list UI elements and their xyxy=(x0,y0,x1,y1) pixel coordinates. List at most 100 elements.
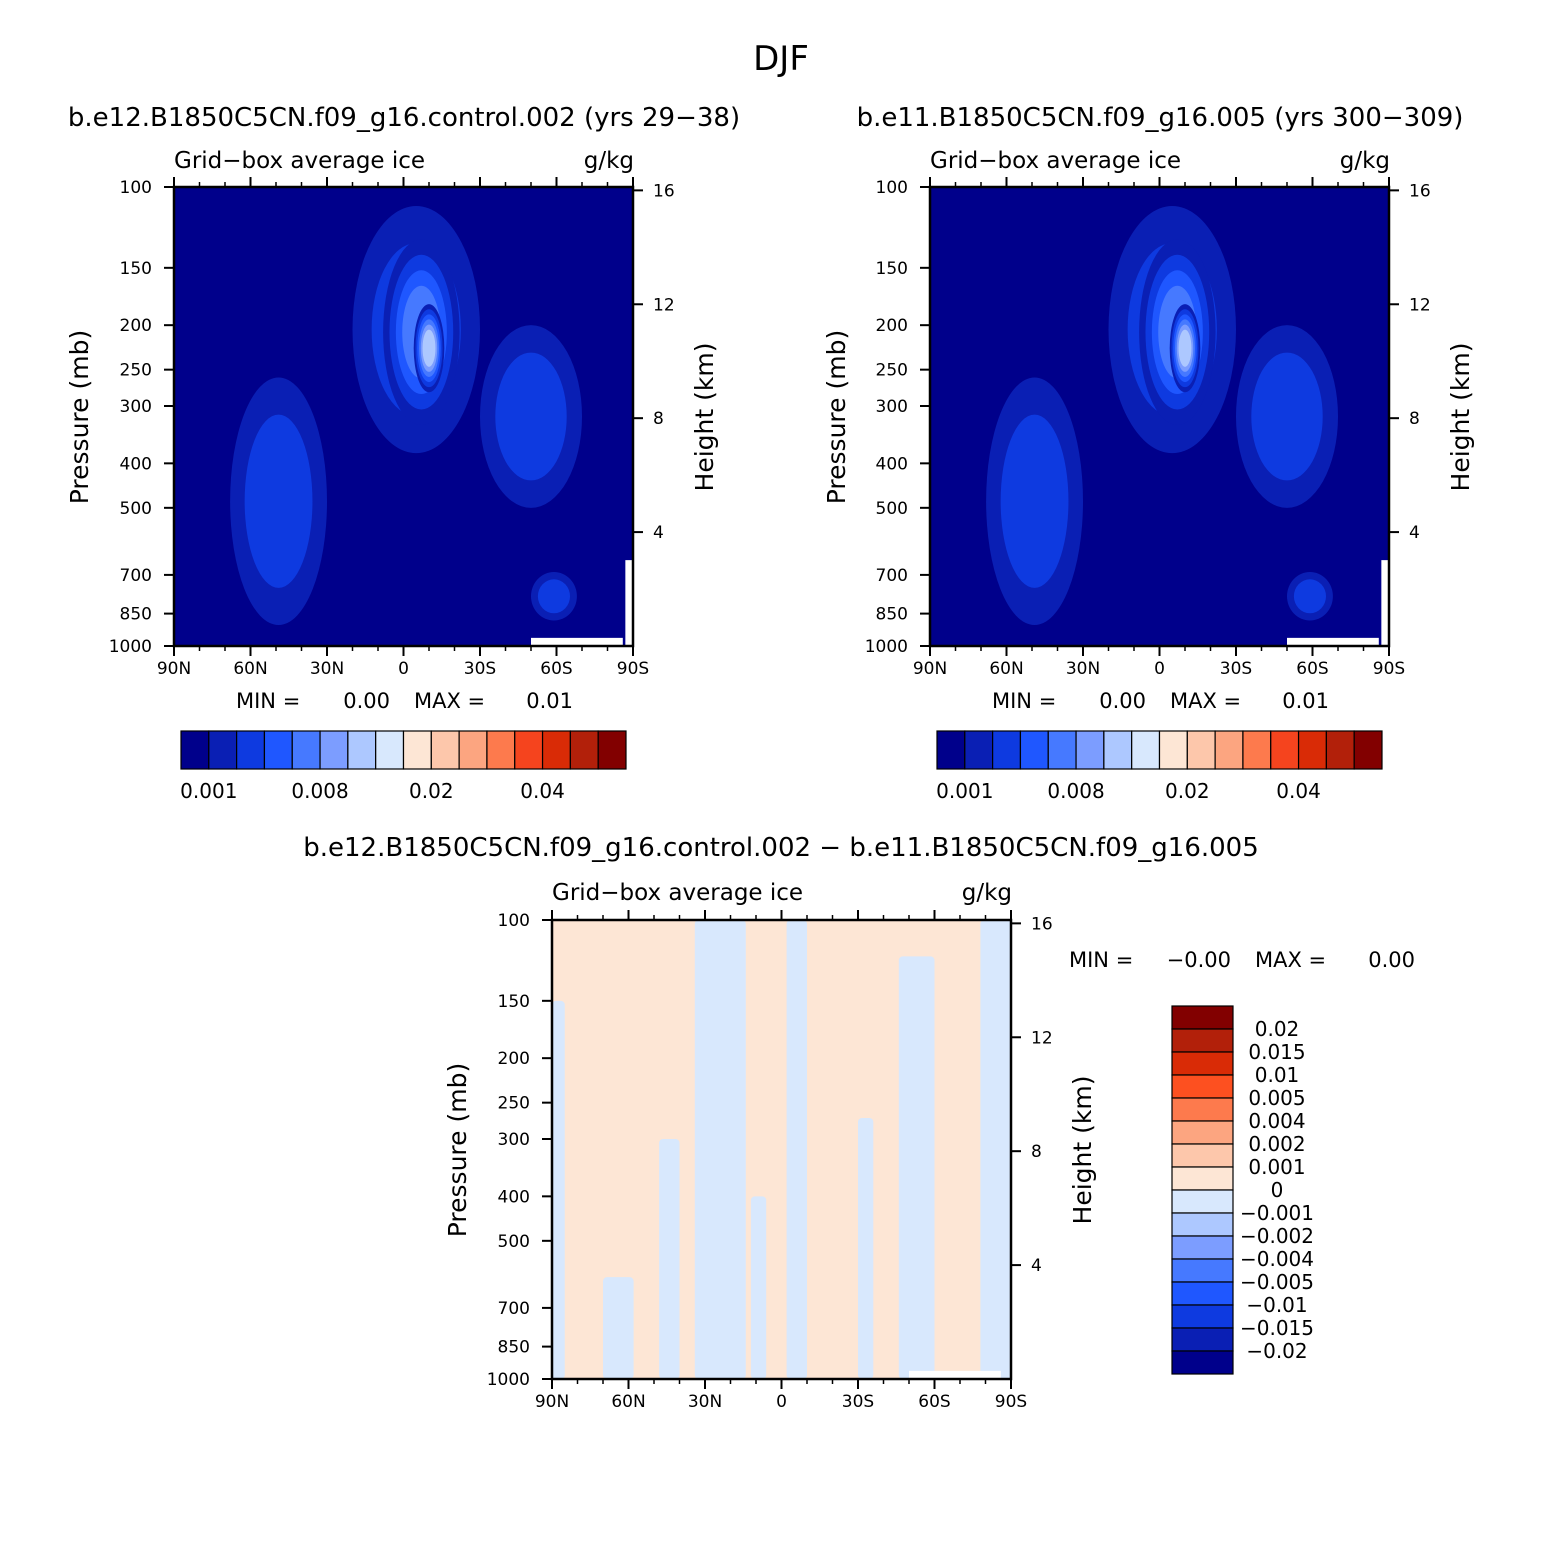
panel-3-negative-band xyxy=(898,956,935,1379)
panel-3-colorbar-label: −0.005 xyxy=(1240,1270,1314,1294)
panel-1-colorbar-box xyxy=(375,730,405,770)
panel-1-contour-level xyxy=(495,352,567,481)
panel-1-colorbar-box xyxy=(208,730,238,770)
panel-3-run-title: b.e12.B1850C5CN.f09_g16.control.002 − b.… xyxy=(303,833,1259,863)
panel-3-max-value: 0.00 xyxy=(1368,948,1415,972)
panel-1-ytick-label: 250 xyxy=(120,361,152,381)
panel-2: b.e11.B1850C5CN.f09_g16.005 (yrs 300−309… xyxy=(822,103,1475,803)
panel-3-units: g/kg xyxy=(962,880,1012,906)
panel-1-colorbar-box xyxy=(430,730,460,770)
panel-3-ytick-label: 100 xyxy=(498,911,530,931)
panel-1-colorbar-box xyxy=(319,730,349,770)
panel-2-ytick-right-label: 8 xyxy=(1409,409,1420,429)
panel-3-colorbar-label: 0 xyxy=(1271,1178,1284,1202)
panel-3-colorbar-box xyxy=(1171,1304,1234,1329)
panel-2-ytick-right-label: 16 xyxy=(1409,181,1431,201)
panel-3-colorbar-label: 0.002 xyxy=(1248,1132,1305,1156)
panel-1-max-value: 0.01 xyxy=(526,689,573,713)
panel-2-min-label: MIN = xyxy=(992,689,1056,713)
panel-1-xtick-label: 90N xyxy=(157,659,191,679)
panel-2-colorbar-box xyxy=(1242,730,1272,770)
panel-3-xtick-label: 60S xyxy=(918,1392,950,1412)
panel-3-colorbar-box xyxy=(1171,1327,1234,1352)
panel-3-colorbar-label: 0.005 xyxy=(1248,1086,1305,1110)
panel-1-colorbar-label: 0.001 xyxy=(180,779,237,803)
panel-1-colorbar-box xyxy=(541,730,571,770)
panel-1-min-label: MIN = xyxy=(236,689,300,713)
panel-3-min-label: MIN = xyxy=(1069,948,1133,972)
panel-2-xtick-label: 60S xyxy=(1296,659,1328,679)
panel-1-xtick-label: 0 xyxy=(398,659,409,679)
panel-3-colorbar-label: 0.01 xyxy=(1255,1063,1300,1087)
panel-3-colorbar-label: 0.015 xyxy=(1248,1040,1305,1064)
panel-2-colorbar-box xyxy=(1019,730,1049,770)
panel-1-variable: Grid−box average ice xyxy=(174,148,425,174)
panel-1-colorbar-box xyxy=(291,730,321,770)
panel-3-xtick-label: 30S xyxy=(842,1392,874,1412)
panel-2-ytick-label: 700 xyxy=(876,566,908,586)
panel-2-contour-level xyxy=(1251,352,1323,481)
panel-3-ytick-right-label: 16 xyxy=(1031,914,1053,934)
panel-3-ytick-right-label: 12 xyxy=(1031,1028,1053,1048)
panel-3-colorbar-box xyxy=(1171,1235,1234,1260)
panel-2-ylabel-right: Height (km) xyxy=(1446,343,1475,492)
panel-3-colorbar-box xyxy=(1171,1051,1234,1076)
panel-3-ytick-label: 400 xyxy=(498,1187,530,1207)
panel-3-max-label: MAX = xyxy=(1255,948,1326,972)
panel-3-negative-band xyxy=(858,1117,874,1379)
panel-1-contour-level xyxy=(422,329,436,367)
panel-3-xtick-label: 0 xyxy=(776,1392,787,1412)
panel-1-colorbar-label: 0.008 xyxy=(291,779,348,803)
panel-3-ytick-right-label: 8 xyxy=(1031,1142,1042,1162)
panel-2-xtick-label: 30N xyxy=(1066,659,1100,679)
panel-2-colorbar-box xyxy=(992,730,1022,770)
panel-3-colorbar-box xyxy=(1171,1143,1234,1168)
panel-1-colorbar-box xyxy=(263,730,293,770)
panel-1-ytick-label: 1000 xyxy=(109,637,152,657)
panel-2-ytick-label: 500 xyxy=(876,499,908,519)
panel-2-colorbar-label: 0.02 xyxy=(1165,779,1210,803)
panel-1-colorbar-box xyxy=(514,730,544,770)
panel-2-contour-level xyxy=(1293,579,1327,614)
panel-1: b.e12.B1850C5CN.f09_g16.control.002 (yrs… xyxy=(65,103,740,803)
panel-3-ytick-label: 850 xyxy=(498,1338,530,1358)
panel-3-colorbar-label: −0.004 xyxy=(1240,1247,1314,1271)
panel-2-colorbar-box xyxy=(1158,730,1188,770)
panel-3-variable: Grid−box average ice xyxy=(552,880,803,906)
panel-2-colorbar-label: 0.008 xyxy=(1047,779,1104,803)
panel-3-colorbar-box xyxy=(1171,1097,1234,1122)
panel-2-colorbar-box xyxy=(1297,730,1327,770)
figure-title: DJF xyxy=(753,39,809,79)
panel-3-xtick-label: 90N xyxy=(535,1392,569,1412)
panel-2-ytick-right-label: 12 xyxy=(1409,295,1431,315)
panel-1-ytick-label: 100 xyxy=(120,178,152,198)
panel-3-colorbar-label: −0.002 xyxy=(1240,1224,1314,1248)
panel-1-ytick-right-label: 4 xyxy=(653,523,664,543)
panel-1-colorbar-box xyxy=(402,730,432,770)
panel-3-colorbar-box xyxy=(1171,1120,1234,1145)
panel-2-xtick-label: 0 xyxy=(1154,659,1165,679)
panel-3-negative-band xyxy=(552,1000,565,1379)
panel-3-colorbar-label: 0.001 xyxy=(1248,1155,1305,1179)
panel-1-ytick-label: 500 xyxy=(120,499,152,519)
panel-1-xtick-label: 60S xyxy=(540,659,572,679)
panel-2-topography-mask xyxy=(1287,637,1379,646)
panel-1-field xyxy=(174,187,633,646)
panel-3-ytick-label: 500 xyxy=(498,1232,530,1252)
panel-1-colorbar-label: 0.04 xyxy=(520,779,565,803)
panel-2-units: g/kg xyxy=(1340,148,1390,174)
panel-1-ytick-right-label: 8 xyxy=(653,409,664,429)
panel-3-colorbar-box xyxy=(1171,1281,1234,1306)
panel-1-topography-mask xyxy=(625,560,633,646)
panel-2-contour-level xyxy=(1000,414,1069,588)
panel-2-xtick-label: 30S xyxy=(1220,659,1252,679)
panel-3-colorbar-label: 0.02 xyxy=(1255,1017,1300,1041)
panel-1-run-title: b.e12.B1850C5CN.f09_g16.control.002 (yrs… xyxy=(68,103,740,133)
panel-3-negative-band xyxy=(603,1277,634,1379)
panel-2-ytick-label: 100 xyxy=(876,178,908,198)
panel-2-xtick-label: 60N xyxy=(989,659,1023,679)
panel-3-colorbar-box xyxy=(1171,1212,1234,1237)
panel-1-ytick-label: 300 xyxy=(120,397,152,417)
panel-3-negative-band xyxy=(786,920,807,1379)
